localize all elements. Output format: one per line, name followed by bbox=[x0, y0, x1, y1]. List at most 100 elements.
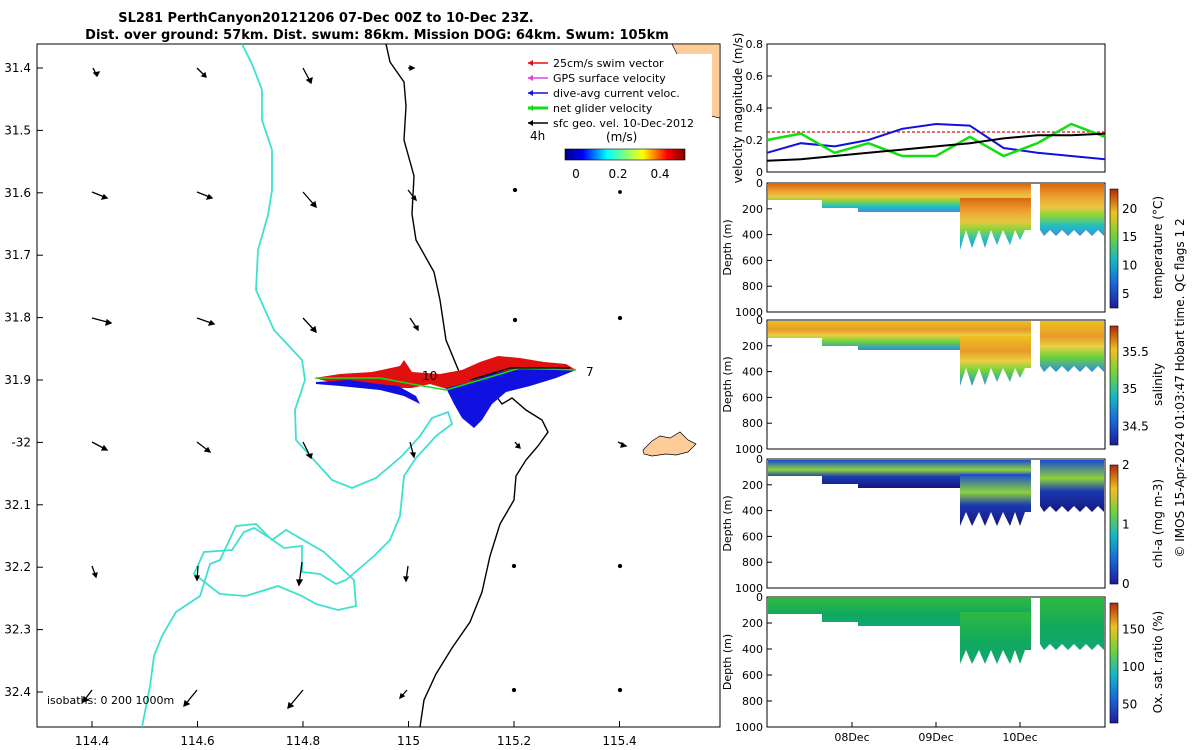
legend-item: net glider velocity bbox=[528, 102, 653, 115]
lat-tick-label: 31.9 bbox=[4, 373, 31, 387]
depth-tick-label: 800 bbox=[742, 695, 763, 708]
salinity-block bbox=[1040, 321, 1104, 372]
swim-vectors bbox=[314, 356, 576, 390]
sfc-arrow bbox=[302, 67, 313, 85]
oxygen-block bbox=[768, 598, 1031, 626]
colorbar-label: (m/s) bbox=[606, 130, 637, 144]
sfc-arrow bbox=[91, 317, 113, 327]
sfc-arrow bbox=[617, 441, 628, 448]
depth-tick-label: 200 bbox=[742, 617, 763, 630]
sfc-arrow bbox=[302, 317, 317, 334]
sfc-arrow bbox=[402, 565, 410, 583]
legend-arrowhead bbox=[528, 75, 533, 81]
legend-arrowhead bbox=[528, 60, 533, 66]
lat-tick-label: -32 bbox=[11, 435, 31, 449]
legend-label: dive-avg current veloc. bbox=[553, 87, 680, 100]
sfc-arrow bbox=[514, 441, 521, 449]
depth-tick-label: 0 bbox=[756, 177, 763, 190]
footer-credit: © IMOS 15-Apr-2024 01:03:47 Hobart time.… bbox=[1173, 218, 1187, 557]
lon-tick-label: 115.2 bbox=[497, 734, 531, 748]
sfc-arrow bbox=[409, 441, 416, 459]
sfc-arrow bbox=[302, 441, 313, 460]
cbar-tick-label: 50 bbox=[1122, 697, 1137, 711]
colorbar-tick: 0.2 bbox=[608, 167, 627, 181]
velocity-series-line bbox=[766, 122, 1106, 158]
temperature-panel bbox=[766, 182, 1106, 313]
point-label-10: 10 bbox=[422, 369, 437, 383]
sfc-arrow bbox=[183, 689, 198, 708]
chla-block bbox=[1040, 460, 1104, 512]
map-panel: 10 7 isobaths: 0 200 1000m 25cm/s swim v… bbox=[4, 43, 721, 748]
current-vectors-east bbox=[446, 370, 576, 428]
salinity-section bbox=[768, 321, 1104, 386]
depth-tick-label: 1000 bbox=[735, 582, 763, 595]
section-colorbar bbox=[1109, 325, 1119, 446]
section-colorbar bbox=[1109, 464, 1119, 585]
cbar-tick-label: 150 bbox=[1122, 622, 1145, 636]
lat-tick-label: 32.1 bbox=[4, 498, 31, 512]
lat-tick-label: 32.2 bbox=[4, 560, 31, 574]
depth-ylabel: Depth (m) bbox=[721, 495, 734, 551]
legend-arrowhead bbox=[528, 105, 533, 111]
legend-item: 25cm/s swim vector bbox=[528, 57, 664, 70]
sfc-dot bbox=[617, 563, 623, 569]
section-colorbar bbox=[1109, 602, 1119, 724]
depth-tick-label: 0 bbox=[756, 453, 763, 466]
chla-block bbox=[960, 474, 1031, 526]
temperature-section bbox=[768, 184, 1104, 250]
time-tick-label: 08Dec bbox=[834, 731, 869, 744]
depth-tick-label: 600 bbox=[742, 391, 763, 404]
sfc-arrow bbox=[407, 189, 417, 202]
velocity-series-line bbox=[766, 132, 1106, 162]
velocity-frame bbox=[766, 43, 1106, 173]
lat-tick-label: 31.5 bbox=[4, 123, 31, 137]
sfc-arrow bbox=[91, 191, 109, 200]
section-colorbar bbox=[1109, 188, 1119, 309]
velocity-tick-label: 0 bbox=[756, 166, 763, 179]
sfc-arrow bbox=[408, 64, 416, 72]
depth-tick-label: 800 bbox=[742, 556, 763, 569]
map-legend-box bbox=[500, 54, 712, 134]
lat-tick-label: 31.4 bbox=[4, 61, 31, 75]
sfc-arrow bbox=[196, 441, 212, 453]
cbar-tick-label: 35 bbox=[1122, 382, 1137, 396]
point-label-7: 7 bbox=[586, 365, 594, 379]
depth-tick-label: 1000 bbox=[735, 443, 763, 456]
sfc-velocity-arrows bbox=[82, 64, 628, 710]
depth-tick-label: 600 bbox=[742, 669, 763, 682]
cbar-label: chl-a (mg m-3) bbox=[1151, 479, 1165, 568]
cbar-tick-label: 2 bbox=[1122, 458, 1130, 472]
depth-tick-label: 600 bbox=[742, 530, 763, 543]
legend-item: sfc geo. vel. 10-Dec-2012 bbox=[528, 117, 694, 130]
cbar-label: Ox. sat. ratio (%) bbox=[1151, 611, 1165, 713]
sfc-dot bbox=[617, 315, 623, 321]
depth-tick-label: 800 bbox=[742, 280, 763, 293]
depth-tick-label: 1000 bbox=[735, 306, 763, 319]
velocity-chart: 0 0.2 0.4 0.6 0.8 velocity magnitude (m/s) bbox=[731, 33, 1106, 183]
cbar-tick-label: 10 bbox=[1122, 259, 1137, 273]
sfc-dot bbox=[617, 687, 623, 693]
lat-tick-label: 31.7 bbox=[4, 248, 31, 262]
depth-tick-label: 600 bbox=[742, 254, 763, 267]
sfc-arrow bbox=[82, 689, 93, 704]
depth-tick-label: 400 bbox=[742, 643, 763, 656]
salinity-block bbox=[768, 321, 1031, 350]
lon-tick-label: 115 bbox=[397, 734, 420, 748]
oxygen-section bbox=[768, 598, 1104, 664]
sfc-arrow bbox=[92, 67, 101, 78]
cbar-tick-label: 100 bbox=[1122, 660, 1145, 674]
legend-arrowhead bbox=[528, 90, 533, 96]
cbar-label: salinity bbox=[1151, 363, 1165, 406]
sfc-arrow bbox=[196, 317, 216, 326]
time-tick-label: 10Dec bbox=[1002, 731, 1037, 744]
lon-tick-label: 114.6 bbox=[180, 734, 214, 748]
legend-item: dive-avg current veloc. bbox=[528, 87, 680, 100]
velocity-series bbox=[766, 122, 1106, 162]
isobath-1000 bbox=[385, 44, 549, 727]
velocity-tick-label: 0.8 bbox=[746, 38, 764, 51]
colorbar-tick: 0 bbox=[572, 167, 580, 181]
sfc-arrow bbox=[91, 565, 98, 579]
cbar-tick-label: 35.5 bbox=[1122, 345, 1149, 359]
depth-tick-label: 400 bbox=[742, 505, 763, 518]
